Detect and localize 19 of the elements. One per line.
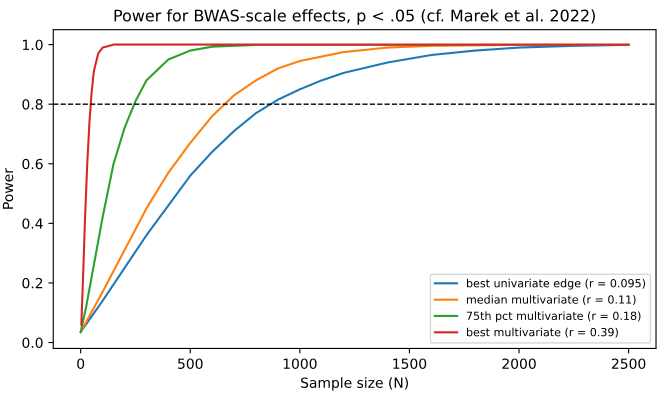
y-tick-label: 0.8 (22, 99, 43, 110)
x-tick-label: 2000 (502, 358, 536, 369)
x-tick-label: 1500 (393, 358, 426, 369)
legend-label: best multivariate (r = 0.39) (466, 328, 618, 338)
y-tick-label: 1.0 (22, 40, 43, 50)
y-tick-label: 0.0 (22, 337, 43, 348)
legend-label: median multivariate (r = 0.11) (466, 295, 636, 306)
x-tick-label: 500 (178, 358, 203, 369)
legend-label: 75th pct multivariate (r = 0.18) (466, 311, 640, 322)
y-axis-title: Power (2, 168, 14, 209)
x-tick-label: 2500 (612, 358, 646, 369)
y-tick-label: 0.6 (22, 158, 43, 170)
x-tick-label: 0 (77, 358, 84, 369)
legend-label: best univariate edge (r = 0.095) (466, 278, 646, 290)
x-tick-label: 1000 (284, 358, 317, 369)
y-tick-label: 0.4 (22, 218, 43, 229)
x-axis-title: Sample size (N) (301, 377, 408, 391)
y-tick-label: 0.2 (22, 278, 42, 288)
chart-title: Power for BWAS-scale effects, p < .05 (cf. Marek et al. 2022) (114, 9, 595, 25)
